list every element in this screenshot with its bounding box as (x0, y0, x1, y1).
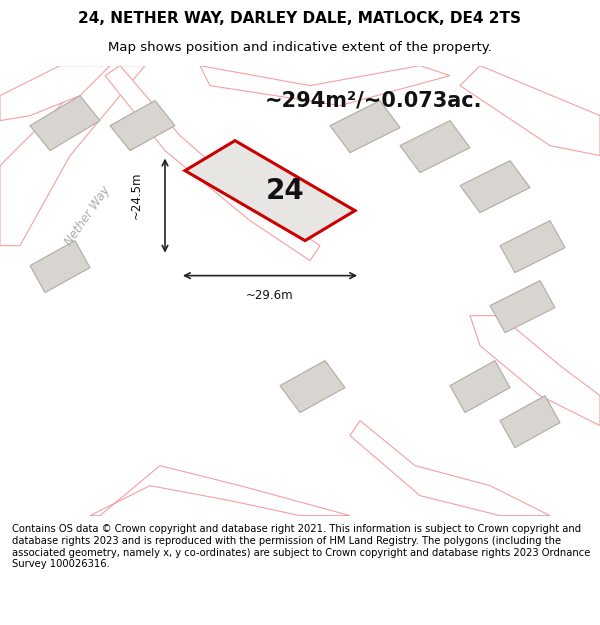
Polygon shape (105, 66, 320, 261)
Text: 24, NETHER WAY, DARLEY DALE, MATLOCK, DE4 2TS: 24, NETHER WAY, DARLEY DALE, MATLOCK, DE… (79, 11, 521, 26)
Polygon shape (470, 316, 600, 426)
Polygon shape (500, 221, 565, 272)
Polygon shape (500, 396, 560, 448)
Polygon shape (350, 421, 550, 516)
Text: 24: 24 (266, 177, 304, 204)
Text: Nether Way: Nether Way (63, 184, 113, 248)
Polygon shape (460, 66, 600, 156)
Polygon shape (400, 121, 470, 172)
Polygon shape (280, 361, 345, 413)
Polygon shape (0, 66, 145, 246)
Polygon shape (490, 281, 555, 332)
Polygon shape (185, 141, 355, 241)
Polygon shape (200, 66, 450, 106)
Polygon shape (330, 101, 400, 152)
Text: Map shows position and indicative extent of the property.: Map shows position and indicative extent… (108, 41, 492, 54)
Text: ~29.6m: ~29.6m (246, 289, 294, 302)
Polygon shape (460, 161, 530, 212)
Polygon shape (90, 466, 350, 516)
Polygon shape (0, 66, 110, 121)
Text: Contains OS data © Crown copyright and database right 2021. This information is : Contains OS data © Crown copyright and d… (12, 524, 590, 569)
Text: ~24.5m: ~24.5m (130, 172, 143, 219)
Text: ~294m²/~0.073ac.: ~294m²/~0.073ac. (265, 91, 482, 111)
Polygon shape (30, 241, 90, 292)
Polygon shape (110, 101, 175, 151)
Polygon shape (450, 361, 510, 413)
Polygon shape (30, 96, 100, 151)
